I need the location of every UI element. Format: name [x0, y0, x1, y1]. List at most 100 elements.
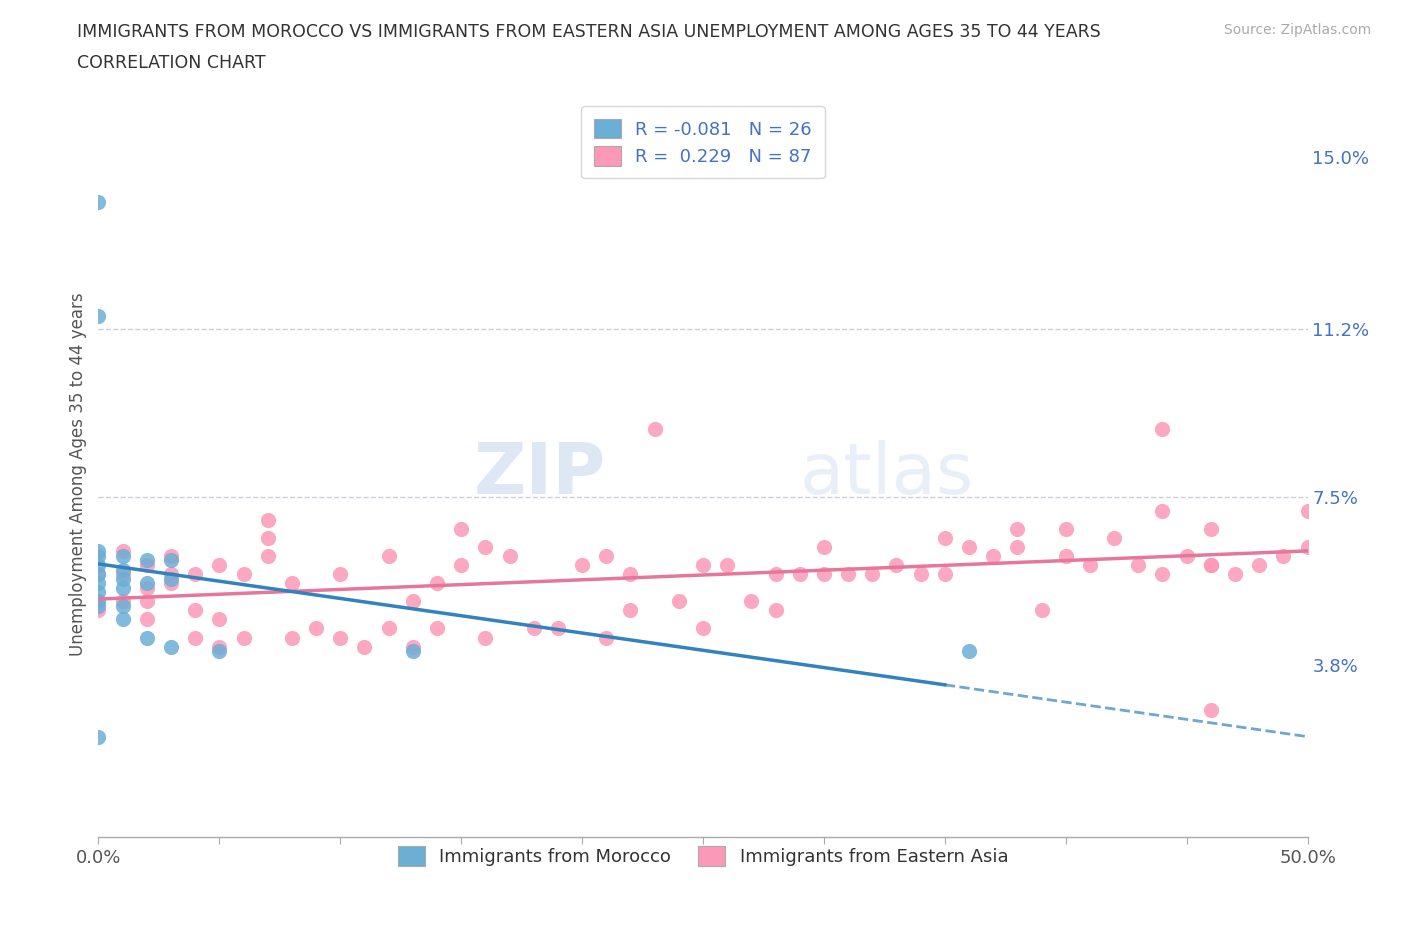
Point [1102, 530, 1125, 545]
Point [87, 598, 110, 613]
Text: atlas: atlas [800, 440, 974, 509]
Point [957, 644, 980, 658]
Point [789, 566, 811, 581]
Y-axis label: Unemployment Among Ages 35 to 44 years: Unemployment Among Ages 35 to 44 years [69, 293, 87, 656]
Point [716, 558, 738, 573]
Point [111, 571, 134, 586]
Point [87, 308, 110, 323]
Point [1031, 603, 1053, 618]
Text: ZIP: ZIP [474, 440, 606, 509]
Point [474, 539, 496, 554]
Point [329, 631, 352, 645]
Point [450, 521, 472, 536]
Point [837, 566, 859, 581]
Point [111, 598, 134, 613]
Point [256, 512, 278, 527]
Point [619, 566, 641, 581]
Point [1054, 521, 1077, 536]
Point [523, 621, 546, 636]
Point [87, 576, 110, 591]
Point [87, 195, 110, 210]
Point [208, 644, 231, 658]
Point [668, 594, 690, 609]
Point [87, 603, 110, 618]
Point [765, 566, 787, 581]
Point [232, 631, 254, 645]
Point [402, 639, 425, 654]
Point [135, 594, 157, 609]
Point [329, 566, 352, 581]
Point [135, 553, 157, 568]
Point [111, 544, 134, 559]
Text: Source: ZipAtlas.com: Source: ZipAtlas.com [1223, 23, 1371, 37]
Point [1199, 558, 1222, 573]
Point [111, 562, 134, 577]
Point [1199, 521, 1222, 536]
Point [208, 612, 231, 627]
Point [1078, 558, 1101, 573]
Point [160, 639, 183, 654]
Point [402, 594, 425, 609]
Point [595, 549, 617, 564]
Point [1007, 539, 1029, 554]
Point [1007, 521, 1029, 536]
Point [184, 603, 207, 618]
Point [135, 612, 157, 627]
Point [256, 549, 278, 564]
Point [87, 585, 110, 600]
Point [208, 558, 231, 573]
Point [1175, 549, 1198, 564]
Point [765, 603, 787, 618]
Point [353, 639, 375, 654]
Point [571, 558, 593, 573]
Point [981, 549, 1004, 564]
Point [957, 539, 980, 554]
Point [934, 530, 956, 545]
Point [910, 566, 932, 581]
Point [256, 530, 278, 545]
Point [377, 621, 399, 636]
Point [111, 566, 134, 581]
Point [111, 612, 134, 627]
Point [184, 566, 207, 581]
Point [208, 639, 231, 654]
Point [184, 631, 207, 645]
Point [740, 594, 762, 609]
Point [1152, 503, 1174, 518]
Point [281, 631, 304, 645]
Point [402, 644, 425, 658]
Point [934, 566, 956, 581]
Point [426, 576, 449, 591]
Point [1199, 558, 1222, 573]
Point [377, 549, 399, 564]
Point [87, 558, 110, 573]
Point [1054, 549, 1077, 564]
Point [1152, 566, 1174, 581]
Point [111, 549, 134, 564]
Point [160, 549, 183, 564]
Point [692, 558, 714, 573]
Point [886, 558, 908, 573]
Point [474, 631, 496, 645]
Point [87, 594, 110, 609]
Point [160, 571, 183, 586]
Point [135, 631, 157, 645]
Point [1296, 503, 1319, 518]
Point [1223, 566, 1246, 581]
Point [644, 421, 666, 436]
Point [692, 621, 714, 636]
Point [450, 558, 472, 573]
Point [87, 566, 110, 581]
Point [426, 621, 449, 636]
Point [135, 580, 157, 595]
Point [1152, 421, 1174, 436]
Point [232, 566, 254, 581]
Point [135, 576, 157, 591]
Point [1128, 558, 1150, 573]
Point [160, 566, 183, 581]
Point [111, 594, 134, 609]
Point [498, 549, 520, 564]
Point [1249, 558, 1271, 573]
Point [860, 566, 883, 581]
Legend: Immigrants from Morocco, Immigrants from Eastern Asia: Immigrants from Morocco, Immigrants from… [385, 833, 1021, 879]
